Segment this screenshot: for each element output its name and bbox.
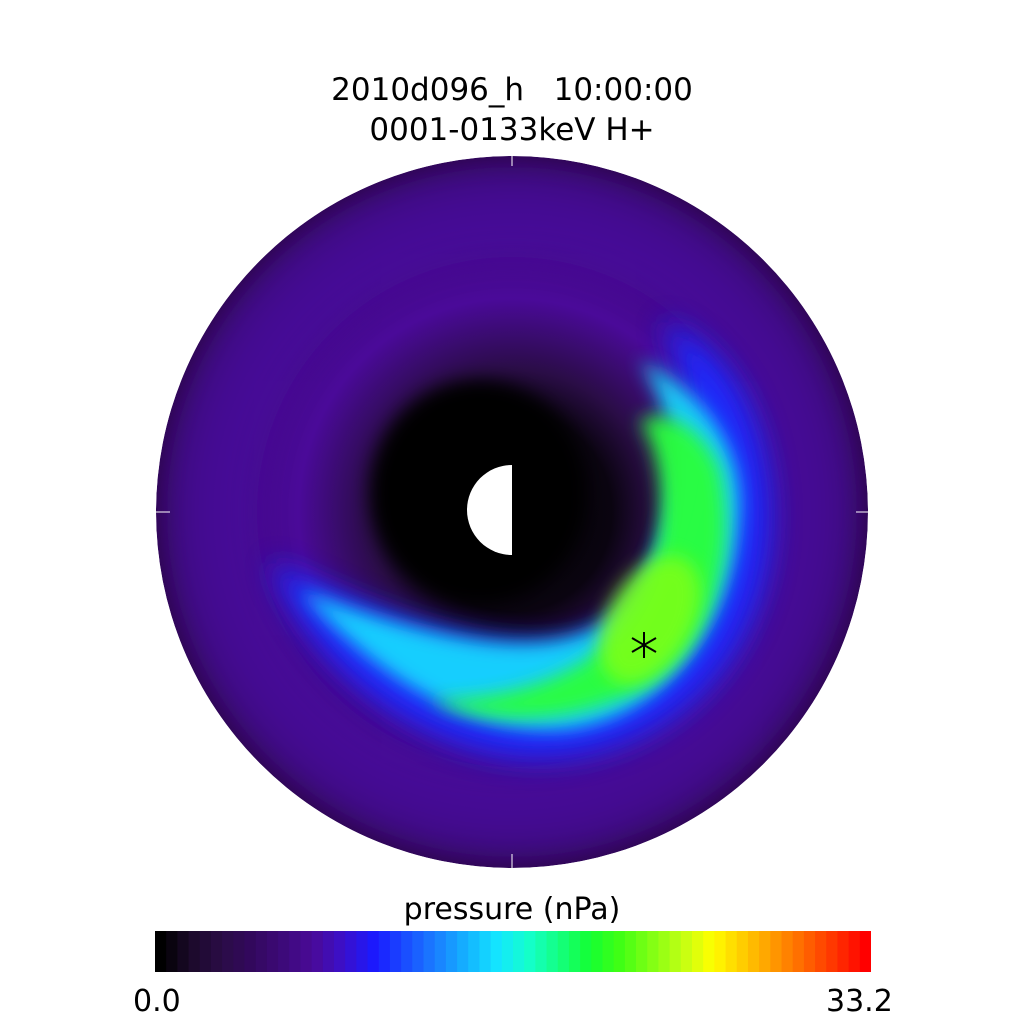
- colorbar-segment: [389, 931, 402, 972]
- colorbar-segment: [591, 931, 604, 972]
- colorbar-segment: [311, 931, 324, 972]
- colorbar-segment: [580, 931, 592, 972]
- colorbar-segment: [837, 931, 850, 972]
- colorbar-segment: [457, 931, 469, 972]
- colorbar-segment: [233, 931, 246, 972]
- colorbar-segment: [289, 931, 302, 972]
- colorbar-segment: [345, 931, 357, 972]
- colorbar-segment: [636, 931, 648, 972]
- colorbar-segment: [334, 931, 346, 972]
- colorbar-segment: [669, 931, 682, 972]
- colorbar: [155, 931, 871, 972]
- colorbar-segment: [535, 931, 548, 972]
- colorbar-segment: [423, 931, 436, 972]
- colorbar-segment: [859, 931, 871, 972]
- colorbar-segment: [680, 931, 693, 972]
- colorbar-segment: [155, 931, 167, 972]
- colorbar-segment: [815, 931, 827, 972]
- colorbar-segment: [658, 931, 671, 972]
- colorbar-segment: [703, 931, 715, 972]
- colorbar-segment: [255, 931, 268, 972]
- colorbar-segment: [557, 931, 570, 972]
- colorbar-segment: [322, 931, 335, 972]
- colorbar-segment: [378, 931, 391, 972]
- colorbar-segment: [199, 931, 212, 972]
- peak-marker-icon: [631, 632, 657, 658]
- colorbar-segment: [546, 931, 559, 972]
- colorbar-segment: [188, 931, 201, 972]
- colorbar-segment: [501, 931, 514, 972]
- colorbar-label: pressure (nPa): [403, 892, 621, 927]
- colorbar-segment: [803, 931, 816, 972]
- colorbar-segment: [647, 931, 660, 972]
- colorbar-segment: [434, 931, 447, 972]
- colorbar-segment: [468, 931, 481, 972]
- chart-title: 2010d096_h 10:00:00: [331, 72, 693, 108]
- colorbar-segment: [401, 931, 413, 972]
- colorbar-segment: [624, 931, 637, 972]
- colorbar-segment: [177, 931, 190, 972]
- earth-dayside: [467, 465, 512, 555]
- colorbar-segment: [278, 931, 290, 972]
- colorbar-segment: [412, 931, 425, 972]
- outer-band: [167, 167, 857, 857]
- colorbar-segment: [759, 931, 771, 972]
- colorbar-segment: [300, 931, 313, 972]
- colorbar-segment: [479, 931, 492, 972]
- colorbar-segment: [714, 931, 727, 972]
- colorbar-segment: [747, 931, 760, 972]
- colorbar-segment: [356, 931, 369, 972]
- colorbar-segment: [770, 931, 783, 972]
- colorbar-segment: [692, 931, 704, 972]
- colorbar-max-label: 33.2: [826, 984, 893, 1019]
- colorbar-segment: [513, 931, 525, 972]
- colorbar-segment: [602, 931, 615, 972]
- colorbar-segment: [266, 931, 279, 972]
- colorbar-segment: [792, 931, 805, 972]
- colorbar-segment: [725, 931, 738, 972]
- colorbar-segment: [367, 931, 380, 972]
- colorbar-segment: [826, 931, 839, 972]
- chart-subtitle: 0001-0133keV H+: [369, 112, 655, 148]
- colorbar-segment: [524, 931, 536, 972]
- peak-region: [599, 555, 701, 685]
- colorbar-segment: [210, 931, 223, 972]
- colorbar-segment: [166, 931, 178, 972]
- colorbar-segment: [222, 931, 234, 972]
- colorbar-segment: [781, 931, 794, 972]
- colorbar-segment: [490, 931, 503, 972]
- colorbar-min-label: 0.0: [133, 984, 181, 1019]
- colorbar-segment: [613, 931, 626, 972]
- colorbar-segment: [244, 931, 257, 972]
- colorbar-segment: [736, 931, 749, 972]
- colorbar-segment: [848, 931, 861, 972]
- colorbar-segment: [568, 931, 581, 972]
- colorbar-segment: [445, 931, 458, 972]
